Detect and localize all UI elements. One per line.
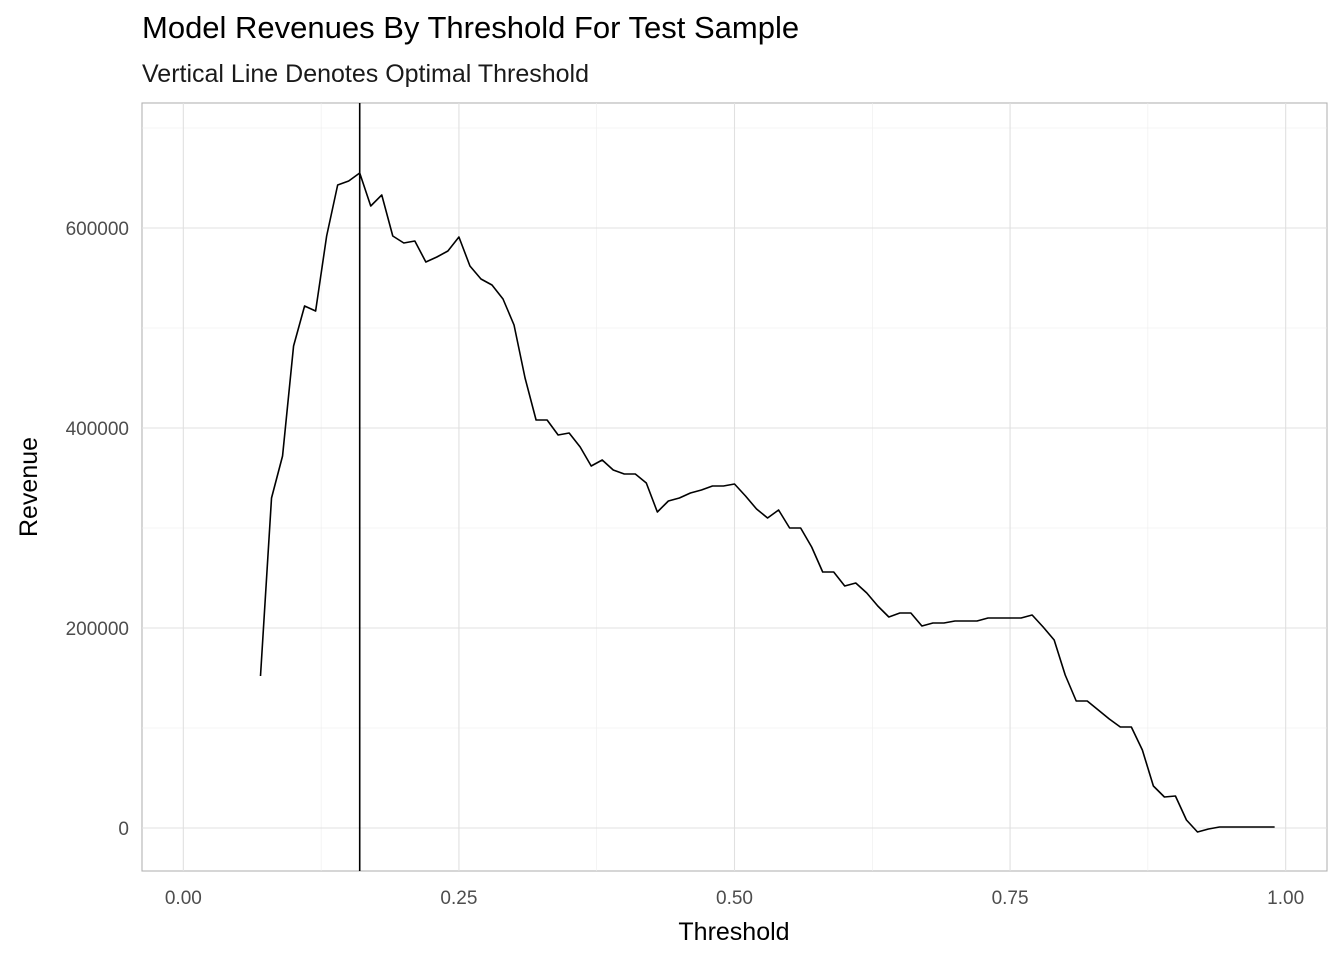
- chart-subtitle: Vertical Line Denotes Optimal Threshold: [142, 60, 589, 88]
- x-tick-label: 0.50: [716, 888, 753, 909]
- x-tick-label: 0.00: [165, 888, 202, 909]
- y-tick-label: 200000: [66, 619, 129, 640]
- y-axis-title: Revenue: [15, 437, 43, 537]
- y-tick-label: 400000: [66, 419, 129, 440]
- x-tick-label: 0.25: [440, 888, 477, 909]
- x-tick-label: 1.00: [1267, 888, 1304, 909]
- revenue-series-line: [259, 172, 1275, 833]
- y-tick-label: 600000: [66, 219, 129, 240]
- x-axis-ticks: 0.00 0.25 0.50 0.75 1.00: [165, 888, 1304, 909]
- x-axis-title: Threshold: [678, 918, 789, 946]
- y-tick-label: 0: [118, 819, 129, 840]
- major-gridlines: [142, 103, 1327, 871]
- y-axis-ticks: 0 200000 400000 600000: [66, 219, 129, 840]
- series-layer: [259, 172, 1275, 833]
- x-tick-label: 0.75: [992, 888, 1029, 909]
- chart-title: Model Revenues By Threshold For Test Sam…: [142, 10, 800, 45]
